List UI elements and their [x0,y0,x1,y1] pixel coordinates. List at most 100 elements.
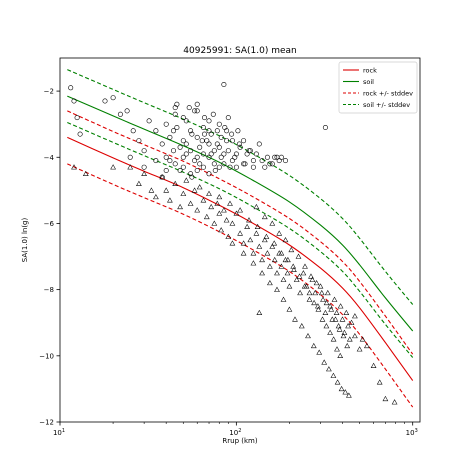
point-triangle [334,379,341,385]
point-circle [180,115,186,121]
point-circle [241,161,247,167]
point-triangle [167,197,173,203]
point-triangle [324,289,331,296]
point-triangle [225,233,232,239]
point-circle [117,111,123,117]
point-triangle [338,385,345,392]
point-circle [233,151,239,157]
point-triangle [250,250,257,256]
point-circle [189,131,195,137]
point-circle [216,144,222,150]
point-circle [188,128,194,134]
point-triangle [300,270,307,276]
x-tick-label: 101 [53,428,65,437]
point-circle [236,141,242,147]
line-soil-stddev [67,121,414,358]
point-circle [141,148,147,154]
point-circle [174,125,180,131]
point-circle [163,121,169,127]
point-circle [256,141,262,147]
point-circle [194,154,200,160]
point-circle [192,108,198,114]
point-triangle [356,346,363,352]
point-triangle [127,164,134,170]
y-tick-label: −8 [44,286,54,294]
point-circle [110,95,116,101]
point-triangle [110,164,116,170]
point-triangle [261,213,268,220]
point-triangle [191,187,198,193]
y-tick-label: −4 [44,154,55,162]
point-triangle [352,313,358,319]
point-triangle [322,309,329,315]
point-triangle [376,379,383,385]
point-triangle [206,190,212,196]
point-triangle [290,263,297,269]
point-circle [247,148,253,154]
point-circle [172,161,178,167]
point-circle [253,151,259,157]
x-axis-label: Rrup (km) [222,437,257,445]
point-circle [208,131,214,137]
point-circle [206,141,212,147]
point-circle [250,164,256,170]
point-triangle [302,263,308,269]
point-triangle [250,260,257,266]
point-triangle [329,316,336,322]
point-triangle [320,296,326,302]
point-triangle [200,197,207,203]
point-circle [227,164,233,170]
point-triangle [229,240,236,246]
point-triangle [221,207,227,213]
point-circle [180,164,186,170]
point-triangle [327,303,333,309]
point-circle [264,154,270,160]
point-triangle [159,174,166,180]
point-triangle [194,207,201,213]
point-circle [233,164,239,170]
point-triangle [271,256,278,263]
point-circle [71,98,77,104]
point-triangle [331,296,338,302]
point-triangle [309,276,316,282]
point-triangle [246,217,252,223]
point-triangle [301,283,308,289]
point-triangle [326,366,332,372]
point-triangle [274,270,280,276]
point-circle [163,168,169,174]
point-circle [218,154,224,160]
point-circle [216,121,222,127]
point-circle [221,161,227,167]
point-triangle [330,336,337,342]
point-circle [204,138,210,144]
point-circle [269,161,275,167]
point-circle [194,168,200,174]
point-triangle [292,316,298,322]
model-lines [67,69,414,408]
chart-title: 40925991: SA(1.0) mean [183,46,296,56]
point-triangle [261,237,268,243]
legend-box [338,61,418,114]
point-triangle [310,342,317,349]
point-triangle [223,217,230,223]
point-circle [211,148,217,154]
point-triangle [291,266,297,272]
point-circle [267,161,273,167]
point-circle [237,144,243,150]
point-triangle [254,223,261,229]
point-circle [202,115,208,121]
point-circle [153,128,159,134]
point-triangle [218,227,225,233]
point-triangle [335,323,342,329]
point-triangle [229,220,236,226]
point-triangle [306,289,313,296]
point-circle [242,161,248,167]
point-triangle [341,329,348,335]
point-circle [163,154,169,160]
point-triangle [348,319,355,325]
y-tick-label: −6 [44,220,55,228]
point-triangle [247,237,254,243]
point-triangle [345,323,351,329]
point-triangle [296,273,303,279]
